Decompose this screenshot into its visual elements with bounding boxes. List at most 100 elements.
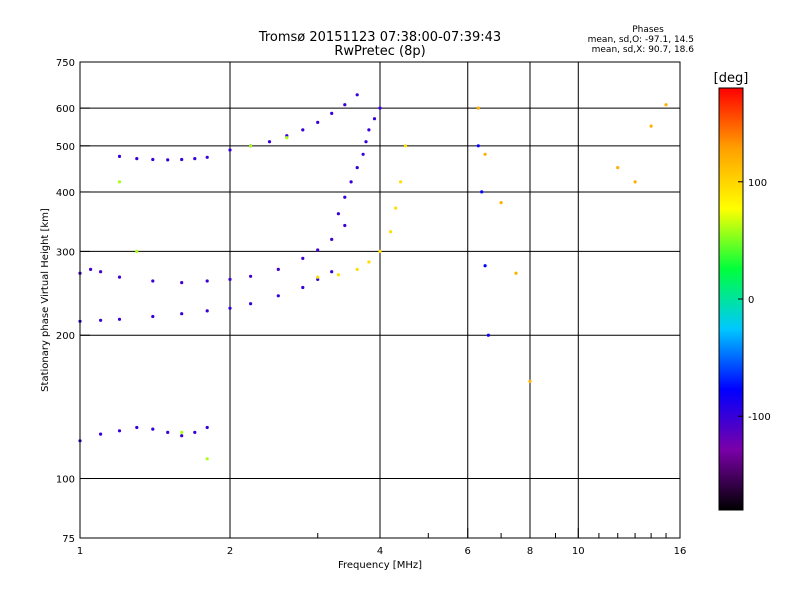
colorbar [718,87,744,511]
data-point [336,273,340,277]
phase-stats-o: mean, sd,O: -97.1, 14.5 [588,35,694,45]
data-point [205,457,209,461]
data-point [378,249,382,253]
data-point [476,144,480,148]
y-tick-label: 400 [56,188,75,199]
data-point [180,312,184,316]
data-point [135,425,139,430]
data-point [514,271,518,275]
data-point [399,180,403,184]
data-point [355,267,359,271]
data-point [205,279,209,283]
data-point [664,103,668,107]
x-tick-label: 10 [572,546,585,557]
data-point [151,157,155,162]
data-point [301,285,305,290]
data-point [193,430,197,434]
data-point [316,248,320,252]
x-tick-label: 4 [377,546,383,557]
colorbar-label: [deg] [714,71,749,86]
data-point [249,144,253,148]
data-point [180,430,184,434]
y-tick-label: 600 [56,104,75,115]
data-point [166,158,170,162]
phase-stats-heading: Phases [632,25,664,35]
chart-subtitle: RwPretec (8p) [334,44,425,59]
data-point [355,93,359,97]
data-point [355,166,359,170]
data-point [285,136,289,140]
data-point [367,260,371,264]
data-point [117,317,122,321]
data-point [367,128,371,132]
data-point [180,434,184,438]
colorbar-tick-label: -100 [748,412,771,423]
data-point [228,277,232,281]
colorbar-tick-label: 0 [748,295,754,306]
data-point [205,155,209,159]
data-point [205,309,209,313]
data-point [330,111,334,115]
data-point [99,432,103,436]
data-point [180,157,184,162]
y-tick-label: 300 [56,247,75,258]
data-point [330,270,334,274]
data-point [276,267,280,271]
data-point [228,306,232,310]
data-point [372,117,377,121]
x-tick-label: 16 [674,546,687,557]
data-point [151,314,155,319]
data-point [301,256,305,260]
data-points [78,93,668,461]
phase-stats-x: mean, sd,X: 90.7, 18.6 [592,45,695,55]
x-axis-label: Frequency [MHz] [338,560,422,571]
data-point [476,106,480,110]
y-tick-label: 75 [62,534,75,545]
data-point [616,166,620,170]
data-point [378,106,382,110]
data-point [276,294,280,298]
data-point [349,180,353,184]
data-point [228,148,232,152]
grid [80,62,680,538]
y-tick-label: 500 [56,142,75,153]
x-tick-label: 6 [465,546,471,557]
x-tick-label: 8 [527,546,533,557]
x-tick-label: 2 [227,546,233,557]
data-point [343,223,347,228]
y-tick-label: 200 [56,331,75,342]
data-point [499,201,503,205]
data-point [151,279,155,283]
colorbar-tick-label: 100 [748,178,767,189]
data-point [89,267,93,271]
data-point [249,302,253,306]
data-point [316,120,320,124]
data-point [205,425,209,430]
data-point [330,237,334,241]
data-point [389,230,393,234]
y-tick-label: 100 [56,475,75,486]
data-point [364,140,368,144]
data-point [180,281,184,285]
data-point [483,264,487,268]
data-point [486,333,490,337]
data-point [336,212,340,216]
axis-ticks: 1 2 4 6 8 10 16 75 100 200 300 400 500 600 750 [56,58,686,557]
data-point [117,429,122,433]
chart-title: Tromsø 20151123 07:38:00-07:39:43 [258,30,501,45]
data-point [267,140,272,144]
data-point [394,206,398,210]
data-point [528,379,532,383]
data-point [316,275,320,279]
data-point [99,318,103,322]
y-tick-label: 750 [56,58,75,69]
data-point [151,427,155,431]
data-point [301,128,305,132]
data-point [633,180,637,184]
data-point [249,274,253,278]
data-point [117,154,122,158]
data-point [343,103,347,107]
data-point [403,144,408,148]
y-axis-label: Stationary phase Virtual Height [km] [40,208,51,392]
